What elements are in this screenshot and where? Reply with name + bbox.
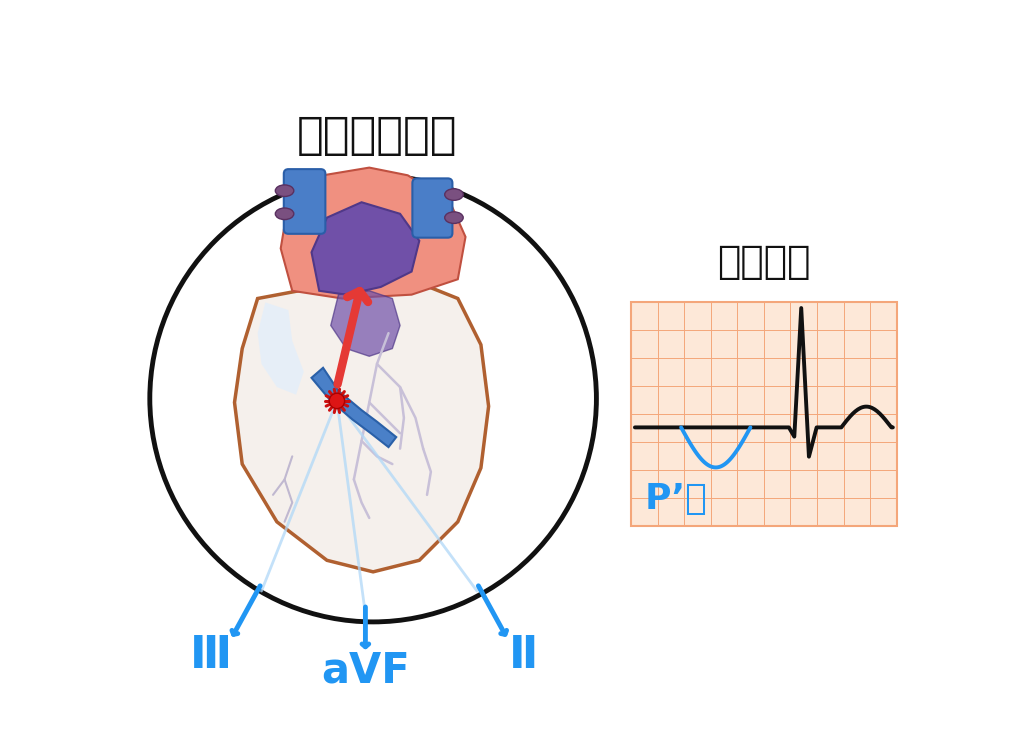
Ellipse shape: [275, 185, 294, 196]
Polygon shape: [331, 291, 400, 356]
Polygon shape: [258, 302, 304, 395]
Ellipse shape: [444, 212, 463, 223]
Text: Ⅲ: Ⅲ: [190, 633, 232, 676]
Text: 冠静脈洞調律: 冠静脈洞調律: [297, 114, 457, 157]
FancyBboxPatch shape: [284, 169, 326, 234]
Ellipse shape: [275, 208, 294, 220]
Ellipse shape: [444, 189, 463, 200]
Circle shape: [330, 393, 345, 408]
Text: P’波: P’波: [645, 482, 708, 516]
FancyBboxPatch shape: [631, 302, 897, 525]
Text: 下壁誘導: 下壁誘導: [717, 243, 811, 282]
Text: aVF: aVF: [322, 649, 410, 692]
Polygon shape: [311, 368, 396, 447]
Polygon shape: [311, 202, 419, 294]
Text: Ⅱ: Ⅱ: [509, 633, 538, 676]
Polygon shape: [281, 168, 466, 298]
Polygon shape: [234, 276, 488, 572]
FancyBboxPatch shape: [413, 178, 453, 238]
